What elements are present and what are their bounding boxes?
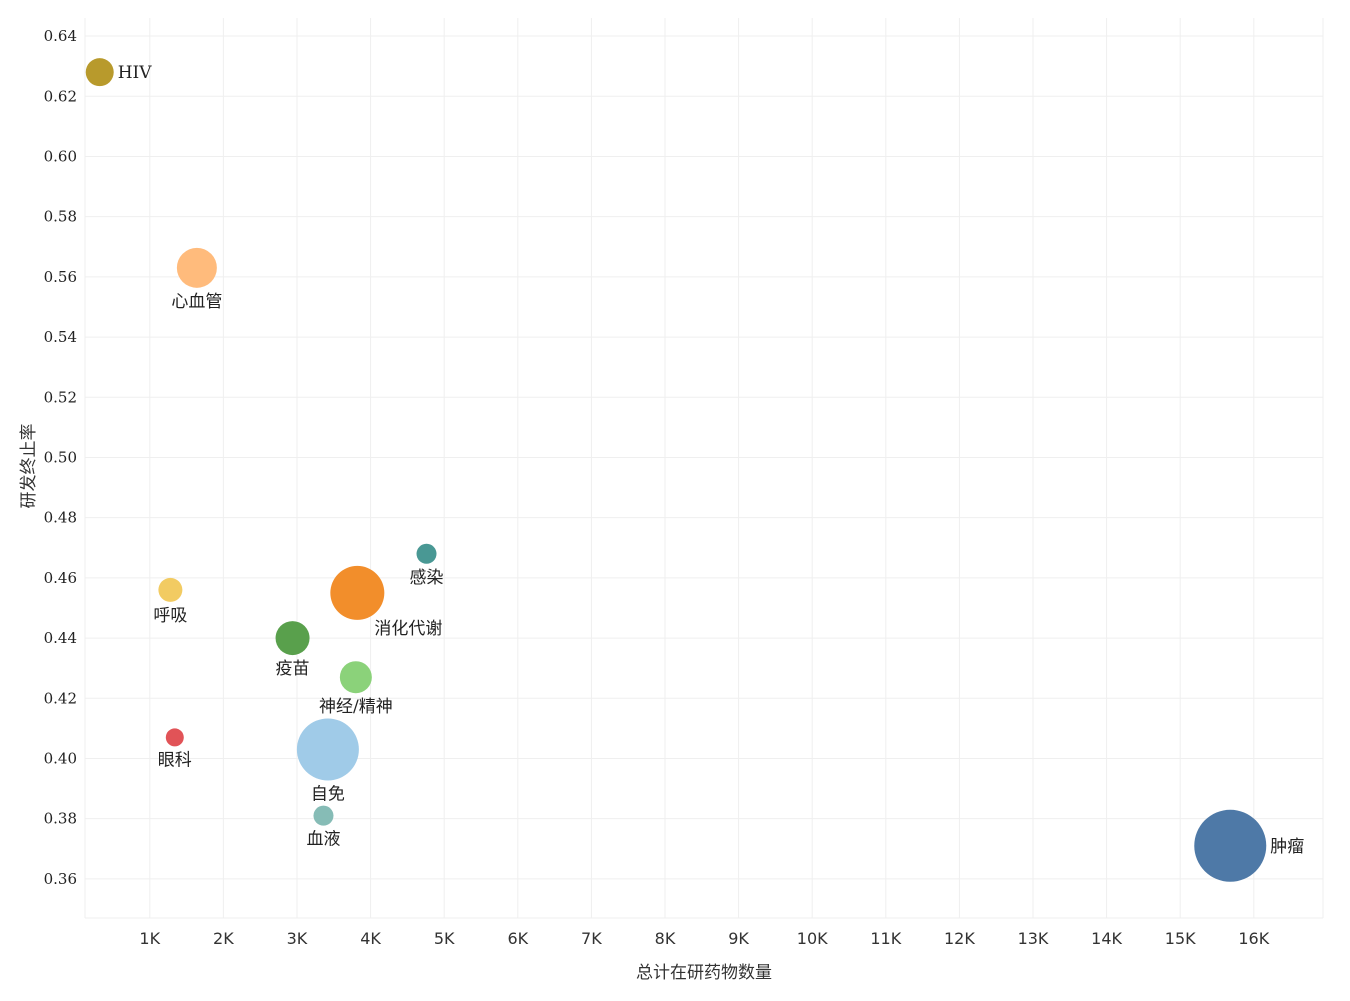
bubble-label: 感染 [410, 568, 444, 588]
bubble-label: 眼科 [158, 750, 192, 770]
y-tick-label: 0.58 [44, 208, 77, 226]
y-tick-label: 0.48 [44, 509, 77, 527]
y-axis-title: 研发终止率 [19, 424, 39, 509]
x-tick-label: 15K [1165, 929, 1196, 948]
x-axis-title: 总计在研药物数量 [636, 963, 772, 983]
y-tick-label: 0.40 [44, 749, 77, 767]
bubble [313, 805, 334, 826]
x-tick-label: 3K [287, 929, 308, 948]
x-tick-label: 6K [507, 929, 528, 948]
y-tick-label: 0.50 [44, 448, 77, 466]
y-tick-label: 0.56 [44, 268, 77, 286]
bubble-label: 心血管 [171, 292, 222, 312]
y-tick-label: 0.54 [44, 328, 77, 346]
y-tick-label: 0.42 [44, 689, 77, 707]
x-tick-label: 5K [434, 929, 455, 948]
bubble-label: 自免 [311, 784, 345, 804]
bubble [296, 718, 359, 781]
y-tick-label: 0.36 [44, 870, 77, 888]
y-tick-label: 0.44 [44, 629, 77, 647]
x-tick-label: 7K [581, 929, 602, 948]
x-tick-label: 9K [728, 929, 749, 948]
bubble-label: 血液 [306, 830, 340, 850]
grid-lines [84, 18, 1324, 919]
x-tick-label: 1K [139, 929, 160, 948]
bubble [158, 577, 183, 602]
y-tick-label: 0.46 [44, 569, 77, 587]
x-axis-ticks: 1K 2K 3K 4K 5K 6K 7K 8K 9K 10K 11K 12K 13K 14K 15K 16K [139, 929, 1269, 948]
x-tick-label: 10K [797, 929, 828, 948]
x-tick-label: 12K [944, 929, 975, 948]
bubble-label: 消化代谢 [374, 619, 442, 639]
y-tick-label: 0.62 [44, 87, 77, 105]
x-tick-label: 11K [870, 929, 901, 948]
bubble-label: 肿瘤 [1270, 837, 1304, 857]
x-tick-label: 14K [1091, 929, 1122, 948]
bubble-label: 呼吸 [153, 606, 187, 626]
y-tick-label: 0.60 [44, 147, 77, 165]
bubble [330, 565, 385, 620]
x-tick-label: 4K [360, 929, 381, 948]
x-tick-label: 8K [655, 929, 676, 948]
bubble [275, 621, 310, 656]
bubble [339, 661, 372, 694]
bubble [85, 58, 114, 87]
y-tick-label: 0.64 [44, 27, 77, 45]
y-tick-label: 0.52 [44, 388, 77, 406]
y-axis-ticks: 0.36 0.38 0.40 0.42 0.44 0.46 0.48 0.50 0.52 0.54… [44, 27, 77, 888]
x-tick-label: 13K [1018, 929, 1049, 948]
bubble-label: 疫苗 [276, 659, 310, 679]
bubble-label: HIV [118, 63, 153, 83]
bubble [176, 247, 217, 288]
bubble-label: 神经/精神 [319, 697, 393, 717]
bubble [165, 728, 184, 747]
x-tick-label: 2K [213, 929, 234, 948]
bubble [1194, 809, 1267, 882]
x-tick-label: 16K [1238, 929, 1269, 948]
y-tick-label: 0.38 [44, 810, 77, 828]
bubble [416, 543, 437, 564]
